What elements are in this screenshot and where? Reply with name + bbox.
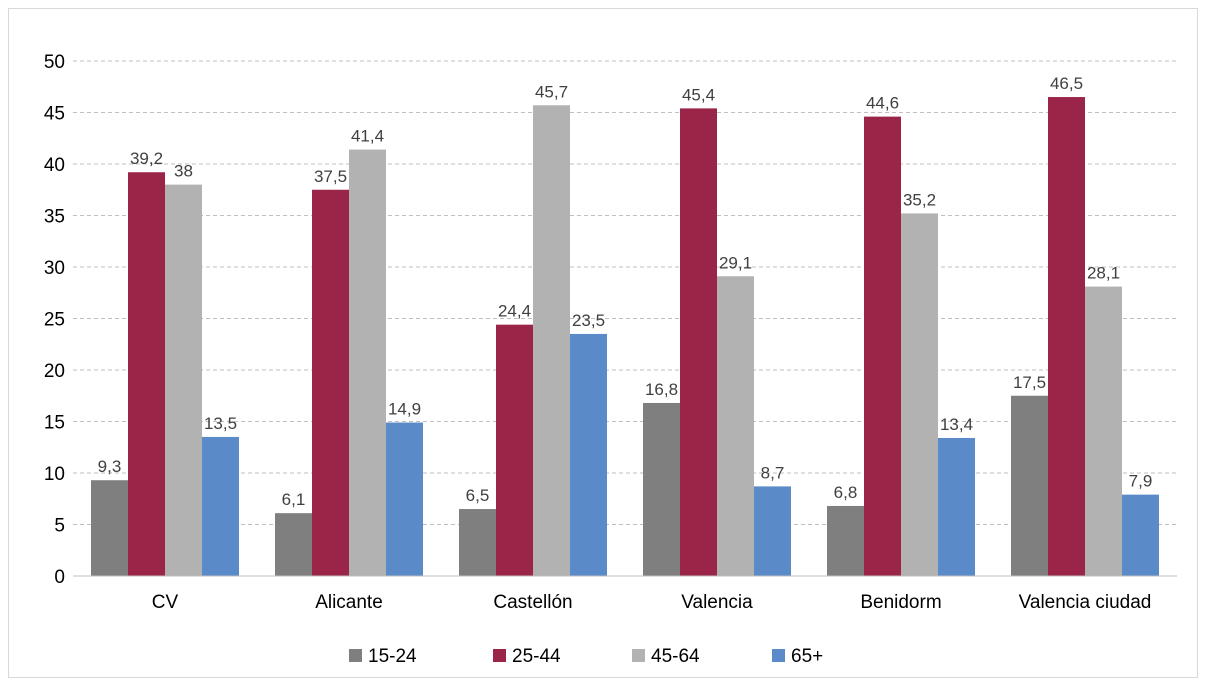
y-tick-label: 5 — [54, 516, 65, 537]
gridlines — [73, 60, 1177, 525]
bar-65plus-2 — [570, 333, 607, 576]
y-tick-label: 35 — [44, 207, 65, 228]
data-label: 39,2 — [130, 149, 163, 168]
x-axis: CV Alicante Castellón Valencia Benidorm Valen… — [73, 575, 1177, 613]
y-tick-label: 25 — [44, 310, 65, 331]
data-label: 28,1 — [1087, 264, 1120, 283]
bar-65plus-3 — [754, 486, 791, 576]
bar-15-24-4 — [827, 505, 864, 576]
y-tick-label: 50 — [44, 52, 65, 73]
data-label: 14,9 — [388, 400, 421, 419]
legend: 15-24 25-44 45-64 65+ — [349, 646, 823, 667]
legend-label: 15-24 — [368, 646, 417, 667]
data-label: 13,4 — [940, 415, 973, 434]
legend-label: 25-44 — [512, 646, 561, 667]
data-label: 46,5 — [1050, 74, 1083, 93]
x-category-label: Valencia — [681, 592, 753, 613]
bar-25-44-1 — [312, 189, 349, 576]
y-tick-label: 0 — [54, 567, 65, 588]
legend-swatch — [772, 649, 785, 662]
y-tick-label: 40 — [44, 155, 65, 176]
data-label: 23,5 — [572, 311, 605, 330]
x-category-label: CV — [152, 592, 179, 613]
y-tick-label: 10 — [44, 464, 65, 485]
data-label: 13,5 — [204, 414, 237, 433]
bars — [91, 97, 1159, 577]
data-label: 35,2 — [903, 190, 936, 209]
bar-15-24-0 — [91, 480, 128, 576]
data-label: 44,6 — [866, 94, 899, 113]
bar-45-64-4 — [901, 213, 938, 576]
legend-swatch — [493, 649, 506, 662]
bar-15-24-2 — [459, 509, 496, 576]
data-label: 24,4 — [498, 302, 531, 321]
data-label: 29,1 — [719, 253, 752, 272]
x-category-label: Castellón — [493, 592, 572, 613]
bar-65plus-0 — [202, 436, 239, 576]
x-category-label: Alicante — [315, 592, 383, 613]
data-label: 37,5 — [314, 167, 347, 186]
x-category-label: Valencia ciudad — [1019, 592, 1152, 613]
bar-15-24-3 — [643, 402, 680, 576]
y-tick-label: 15 — [44, 413, 65, 434]
legend-label: 45-64 — [651, 646, 700, 667]
data-label: 6,1 — [282, 490, 306, 509]
data-label: 16,8 — [645, 380, 678, 399]
bar-25-44-4 — [864, 116, 901, 577]
bar-45-64-1 — [349, 149, 386, 576]
bar-15-24-1 — [275, 513, 312, 576]
y-tick-label: 20 — [44, 361, 65, 382]
data-label: 38 — [174, 162, 193, 181]
x-category-label: Benidorm — [860, 592, 941, 613]
data-label: 45,7 — [535, 82, 568, 101]
data-label: 8,7 — [761, 463, 785, 482]
bar-25-44-3 — [680, 108, 717, 576]
y-axis: 0 5 10 15 20 25 30 35 40 45 50 — [44, 52, 65, 588]
bar-65plus-4 — [938, 437, 975, 576]
legend-label: 65+ — [791, 646, 823, 667]
bar-45-64-0 — [165, 184, 202, 576]
legend-swatch — [632, 649, 645, 662]
data-label: 41,4 — [351, 127, 384, 146]
y-tick-label: 30 — [44, 258, 65, 279]
data-labels: 9,3 39,2 38 13,5 6,1 37,5 41,4 14,9 6,5 24,4 45,7 2… — [98, 74, 1153, 509]
data-label: 45,4 — [682, 85, 715, 104]
bar-25-44-5 — [1048, 97, 1085, 577]
bar-45-64-2 — [533, 105, 570, 576]
data-label: 9,3 — [98, 457, 122, 476]
bar-15-24-5 — [1011, 395, 1048, 576]
data-label: 6,5 — [466, 486, 490, 505]
bar-65plus-5 — [1122, 494, 1159, 576]
data-label: 7,9 — [1129, 472, 1153, 491]
data-label: 6,8 — [834, 483, 858, 502]
legend-swatch — [349, 649, 362, 662]
data-label: 17,5 — [1013, 373, 1046, 392]
bar-25-44-2 — [496, 324, 533, 576]
y-tick-label: 45 — [44, 104, 65, 125]
bar-25-44-0 — [128, 172, 165, 577]
bar-45-64-5 — [1085, 286, 1122, 576]
bar-45-64-3 — [717, 276, 754, 576]
bar-65plus-1 — [386, 422, 423, 576]
